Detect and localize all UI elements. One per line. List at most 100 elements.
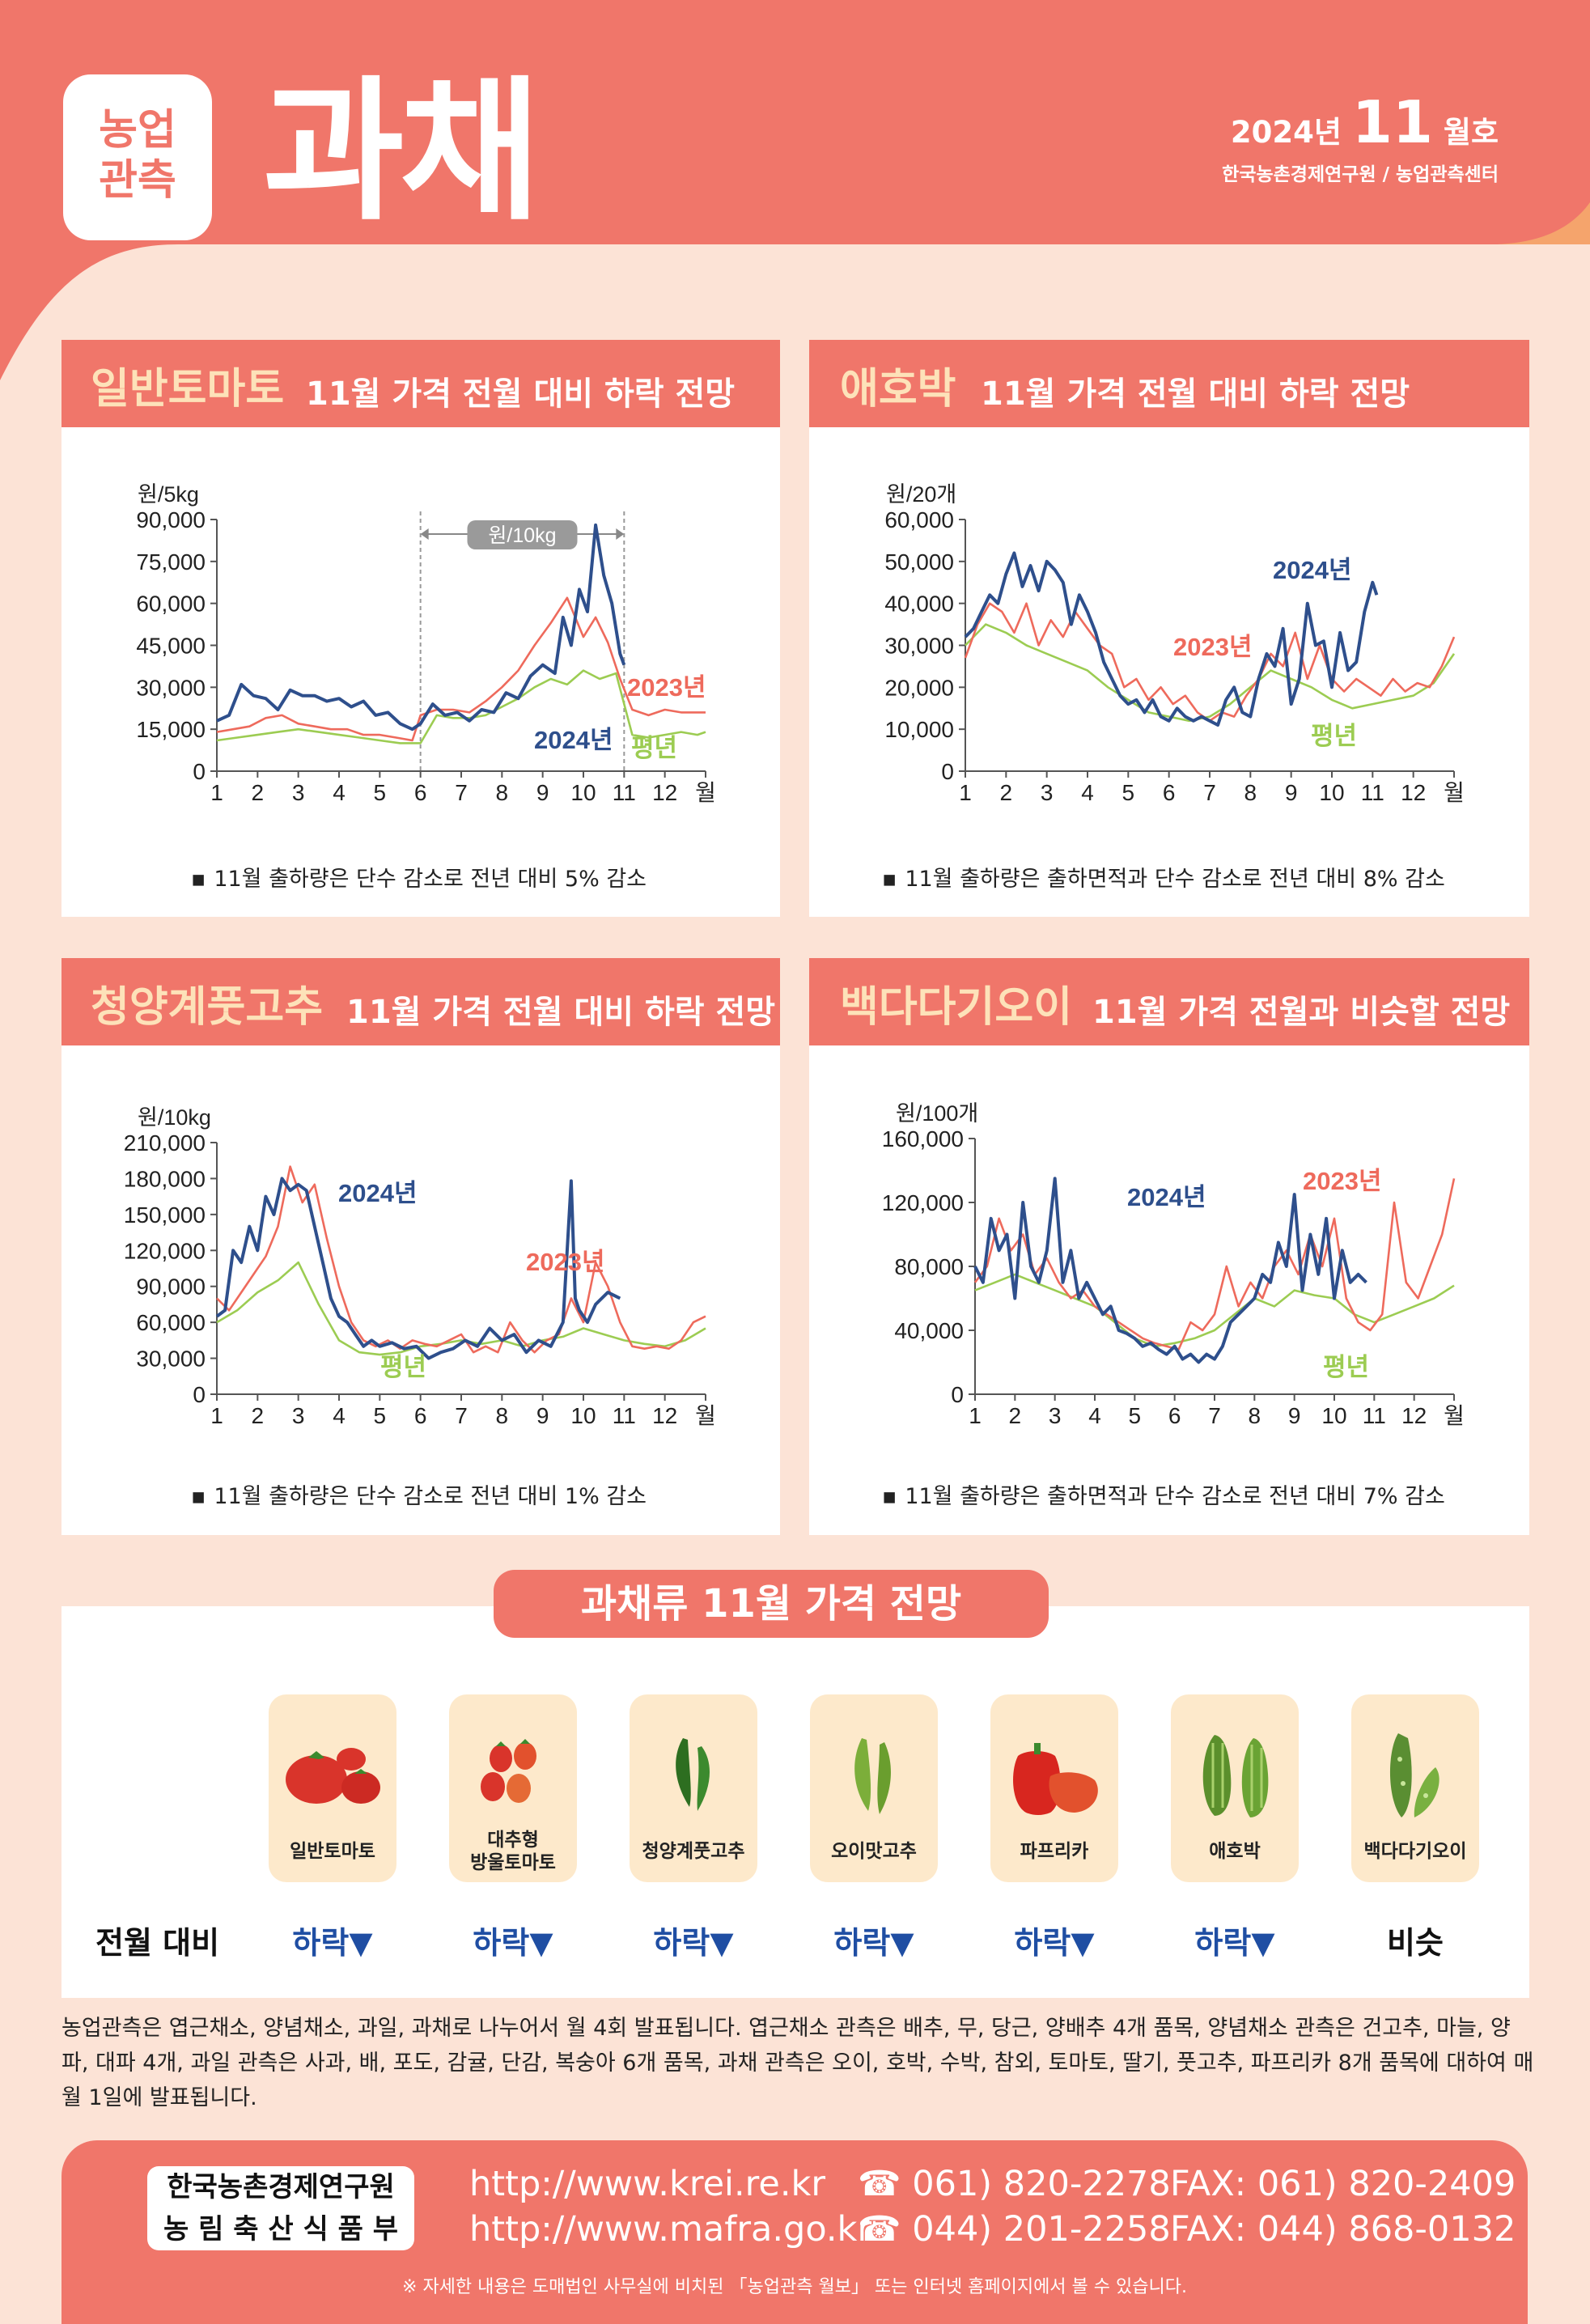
y-tick-label: 0: [193, 1382, 206, 1407]
x-tick-label: 7: [455, 1403, 468, 1428]
x-tick-label: 7: [1208, 1403, 1221, 1428]
x-tick-label: 9: [1285, 780, 1298, 805]
x-tick-label: 1: [969, 1403, 982, 1428]
series-label: 평년: [1323, 1353, 1369, 1381]
zucchini-icon: [1202, 1735, 1269, 1817]
x-tick-label: 3: [292, 780, 305, 805]
x-tick-label: 1: [959, 780, 972, 805]
panel-title-cucumber: 백다다기오이 11월 가격 전월과 비슷할 전망: [809, 958, 1529, 1045]
krei-link[interactable]: http://www.krei.re.kr: [469, 2164, 826, 2204]
x-tick-label: 8: [496, 780, 509, 805]
x-tick-label: 6: [1163, 780, 1176, 805]
org-name-2: 농 림 축 산 식 품 부: [163, 2213, 398, 2246]
x-tick-label: 10: [570, 1403, 596, 1428]
y-tick-label: 180,000: [124, 1166, 206, 1191]
y-tick-label: 150,000: [124, 1202, 206, 1228]
panel-chili: [61, 997, 780, 1535]
y-tick-label: 30,000: [136, 1346, 206, 1372]
x-tick-label: 8: [1244, 780, 1257, 805]
panel-description: 11월 가격 전월 대비 하락 전망: [346, 994, 776, 1031]
x-tick-label: 11: [1361, 780, 1384, 805]
x-tick-label: 10: [570, 780, 596, 805]
x-tick-label: 5: [374, 1403, 387, 1428]
x-tick-label: 5: [1129, 1403, 1142, 1428]
y-unit-label: 원/5kg: [138, 482, 199, 507]
outlook-card-paprika: 파프리카: [990, 1694, 1118, 1882]
outlook-card-green-chili: 청양계풋고추: [630, 1694, 757, 1882]
y-tick-label: 210,000: [124, 1130, 206, 1156]
logo-line-1: 농업: [99, 106, 176, 155]
panel-note: 11월 출하량은 단수 감소로 전년 대비 5% 감소: [191, 861, 647, 893]
y-tick-label: 80,000: [894, 1254, 964, 1279]
mafra-link[interactable]: http://www.mafra.go.kr: [469, 2209, 872, 2250]
panel-description: 11월 가격 전월 대비 하락 전망: [981, 375, 1410, 413]
panel-cucumber: [809, 997, 1529, 1535]
outlook-card-zucchini: 애호박: [1171, 1694, 1299, 1882]
compare-label: 전월 대비: [95, 1925, 220, 1961]
card-label: 일반토마토: [290, 1841, 375, 1862]
y-tick-label: 50,000: [884, 549, 954, 575]
x-tick-label: 9: [536, 780, 549, 805]
x-tick-label: 월: [1444, 780, 1465, 805]
outlook-card-cucumber-pepper: 오이맛고추: [810, 1694, 938, 1882]
series-label: 2024년: [534, 726, 613, 754]
x-tick-label: 8: [1249, 1403, 1261, 1428]
outlook-card-cherry-tomato: 대추형 방울토마토: [449, 1694, 577, 1882]
outlook-card-tomato: 일반토마토: [269, 1694, 396, 1882]
change-zucchini: 하락▼: [1194, 1925, 1275, 1961]
x-tick-label: 9: [1288, 1403, 1301, 1428]
x-tick-label: 12: [1401, 780, 1426, 805]
panel-tomato: [61, 380, 780, 917]
series-label: 2023년: [1173, 633, 1252, 661]
series-line-2023: [216, 1165, 706, 1354]
x-tick-label: 8: [496, 1403, 509, 1428]
x-tick-label: 11: [613, 1403, 636, 1428]
card-label: 백다다기오이: [1363, 1841, 1467, 1862]
panel-title-chili: 청양계풋고추 11월 가격 전월 대비 하락 전망: [61, 958, 780, 1045]
card-label: 오이맛고추: [831, 1841, 917, 1862]
y-tick-label: 60,000: [136, 1310, 206, 1335]
x-tick-label: 6: [414, 1403, 427, 1428]
series-line-2023: [973, 1178, 1456, 1351]
issue-year: 2024년: [1230, 115, 1342, 150]
y-tick-label: 0: [941, 759, 954, 784]
x-tick-label: 3: [1041, 780, 1054, 805]
change-cucumber: 비슷: [1387, 1925, 1444, 1961]
issue-month: 11: [1351, 88, 1434, 156]
annotation-badge: [467, 520, 578, 549]
x-tick-label: 2: [1009, 1403, 1022, 1428]
card-label: 청양계풋고추: [642, 1841, 745, 1862]
y-tick-label: 60,000: [136, 592, 206, 617]
y-tick-label: 0: [193, 759, 206, 784]
x-tick-label: 월: [695, 1403, 716, 1428]
org-box: 한국농촌경제연구원 농 림 축 산 식 품 부: [147, 2166, 414, 2250]
x-tick-label: 2: [252, 780, 265, 805]
tomato-icon: [286, 1748, 380, 1804]
series-label: 2023년: [526, 1248, 604, 1276]
logo-text: 농업 관측: [63, 105, 212, 206]
mafra-phone: ☎ 044) 201-2258: [858, 2209, 1171, 2250]
page-title: 과채: [263, 62, 541, 241]
panel-item-name: 청양계풋고추: [91, 983, 324, 1032]
x-tick-label: 12: [652, 1403, 677, 1428]
y-tick-label: 30,000: [884, 634, 954, 659]
x-tick-label: 6: [1168, 1403, 1181, 1428]
y-tick-label: 10,000: [884, 717, 954, 742]
series-line-average: [974, 1273, 1455, 1348]
y-tick-label: 0: [951, 1382, 964, 1407]
panel-item-name: 일반토마토: [91, 365, 285, 413]
panel-note: 11월 출하량은 단수 감소로 전년 대비 1% 감소: [191, 1478, 647, 1510]
x-tick-label: 6: [414, 780, 427, 805]
publisher: 한국농촌경제연구원 / 농업관측센터: [1222, 164, 1499, 185]
chart-tomato: 원/5kg 0 15,000 30,000 45,000 60,000 75,000 90,0…: [136, 482, 716, 805]
series-label: 2023년: [627, 673, 706, 702]
x-tick-label: 3: [292, 1403, 305, 1428]
x-tick-label: 1: [210, 780, 223, 805]
x-tick-label: 10: [1321, 1403, 1346, 1428]
series-line-average: [216, 669, 706, 744]
x-tick-label: 4: [333, 1403, 346, 1428]
header-background: [0, 0, 1590, 380]
series-label: 2024년: [338, 1179, 417, 1207]
x-tick-label: 2: [1000, 780, 1013, 805]
